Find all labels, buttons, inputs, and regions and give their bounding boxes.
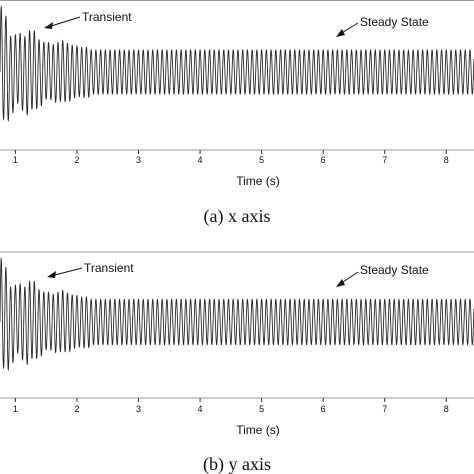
caption: (b) y axis [203, 454, 271, 474]
x-tick-label: 7 [382, 404, 387, 414]
signal-line [0, 257, 474, 372]
x-tick-label: 7 [382, 155, 387, 165]
annotation-transient-arrowhead [47, 271, 56, 278]
annotation-transient: Transient [82, 10, 132, 24]
x-ticks: 1 2 3 4 5 6 7 8 [13, 398, 449, 414]
annotation-steady-state: Steady State [360, 15, 429, 29]
annotation-transient-arrow [50, 267, 83, 277]
x-tick-label: 1 [13, 155, 18, 165]
x-tick-label: 6 [321, 404, 326, 414]
x-ticks: 1 2 3 4 5 6 7 8 [13, 150, 449, 165]
x-axis-title: Time (s) [236, 423, 280, 437]
panel-a: 1 2 3 4 5 6 7 8 Transient Steady State Time (s)… [0, 0, 474, 227]
x-axis-title: Time (s) [236, 174, 280, 188]
x-tick-label: 5 [259, 404, 264, 414]
x-tick-label: 8 [444, 404, 449, 414]
annotation-steady-state-arrowhead [336, 279, 345, 287]
x-tick-label: 4 [198, 404, 203, 414]
x-tick-label: 6 [321, 155, 326, 165]
annotation-transient: Transient [84, 261, 134, 275]
x-tick-label: 3 [136, 404, 141, 414]
signal-line [0, 5, 474, 123]
annotation-transient-arrowhead [44, 22, 53, 29]
panel-b: 1 2 3 4 5 6 7 8 Transient Steady State Time (s)… [0, 251, 474, 474]
x-tick-label: 3 [136, 155, 141, 165]
x-tick-label: 8 [444, 155, 449, 165]
caption: (a) x axis [204, 206, 271, 227]
annotation-transient-arrow [47, 16, 81, 28]
annotation-steady-state: Steady State [360, 263, 429, 277]
x-tick-label: 1 [13, 404, 18, 414]
x-tick-label: 2 [74, 404, 79, 414]
x-tick-label: 5 [259, 155, 264, 165]
annotation-steady-state-arrowhead [336, 29, 345, 37]
x-tick-label: 4 [198, 155, 203, 165]
x-tick-label: 2 [74, 155, 79, 165]
